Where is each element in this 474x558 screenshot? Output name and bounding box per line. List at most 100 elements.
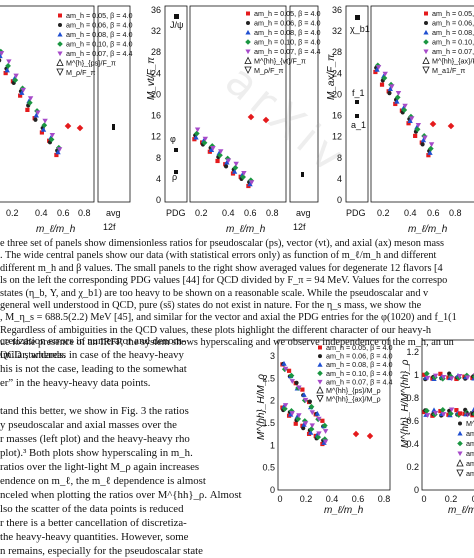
b1-xtick: 0.2 bbox=[300, 494, 313, 504]
caption-line: , M_η_s = 688.5(2.2) MeV [45], and simil… bbox=[0, 312, 474, 324]
legend-open-triangle-down bbox=[423, 67, 429, 73]
data-point bbox=[300, 388, 304, 392]
legend-entry: am_h = 0.07, β = 4.4 bbox=[66, 49, 132, 58]
b2-ylabel: M^{hh}_H/M^{hh}_ρ bbox=[400, 359, 411, 448]
p3-ytick: 36 bbox=[332, 5, 342, 15]
data-point bbox=[396, 91, 401, 96]
p3-xtick-2: 0.4 bbox=[404, 208, 417, 218]
pdg-rho-label: ρ bbox=[172, 172, 177, 182]
legend-open-triangle bbox=[57, 60, 63, 66]
p2-xtick-3: 0.6 bbox=[244, 208, 257, 218]
b1-ytick: 3 bbox=[270, 351, 275, 361]
data-point bbox=[430, 121, 437, 128]
data-point bbox=[424, 12, 428, 16]
data-point bbox=[323, 429, 328, 434]
legend-entry: am_h = 0.06, β = 4 bbox=[466, 439, 474, 448]
data-point bbox=[33, 118, 37, 122]
data-point bbox=[457, 452, 462, 457]
data-point bbox=[245, 30, 250, 35]
p2-side-top-label: 12f bbox=[293, 222, 306, 232]
p2-ytick: 16 bbox=[151, 111, 161, 121]
p2-ytick: 8 bbox=[156, 153, 161, 163]
caption-line: . The wide central panels show our data … bbox=[0, 250, 474, 262]
data-point bbox=[25, 108, 29, 112]
p1-xtick-3: 0.6 bbox=[57, 208, 70, 218]
data-point bbox=[367, 433, 373, 439]
data-point bbox=[458, 422, 462, 426]
p1-side-label: avg bbox=[106, 208, 121, 218]
caption-line: general well understood in QCD, pure (ss… bbox=[0, 300, 474, 312]
p2-ytick: 32 bbox=[151, 26, 161, 36]
data-point bbox=[57, 41, 63, 47]
data-point bbox=[308, 400, 312, 404]
b1-xtick: 0.4 bbox=[326, 494, 339, 504]
b2-ytick: 0 bbox=[414, 485, 419, 495]
pdg-marker bbox=[355, 100, 359, 104]
data-point bbox=[42, 119, 47, 124]
p2-xtick-2: 0.4 bbox=[222, 208, 235, 218]
p3-xtick-3: 0.6 bbox=[427, 208, 440, 218]
data-point bbox=[57, 32, 62, 37]
b1-xlabel: m_ℓ/m_h bbox=[324, 505, 364, 516]
legend-open-triangle-down bbox=[457, 470, 463, 476]
legend-entry: am_h = 0.10, β = 4.0 bbox=[254, 38, 320, 47]
p2-xlabel: m_ℓ/m_h bbox=[226, 224, 266, 235]
data-point bbox=[233, 162, 238, 167]
legend-entry: M^{h}_{ps}/F_π bbox=[66, 59, 116, 68]
p2-ytick: 12 bbox=[151, 132, 161, 142]
caption-line: e three set of panels show dimensionless… bbox=[0, 238, 474, 250]
b2-xtick: 0 bbox=[421, 494, 426, 504]
legend-entry: am_h = 0.06, β = 4.0 bbox=[254, 19, 320, 28]
p2-ylabel: M_vt/F_π bbox=[146, 57, 157, 100]
legend-entry: am_h = 0.05, β = 4.0 bbox=[254, 9, 320, 18]
legend-entry: am_h = 0.07, β = 4.4 bbox=[254, 47, 320, 56]
b2-xlabel: m_ℓ/m_h bbox=[448, 505, 474, 516]
body-line: cretization errors in numerator and deno… bbox=[0, 334, 252, 348]
p1-xtick-2: 0.4 bbox=[35, 208, 48, 218]
data-point bbox=[387, 91, 391, 95]
p3-xlabel: m_ℓ/m_h bbox=[408, 224, 448, 235]
legend-open-triangle bbox=[423, 58, 429, 64]
caption-line: states (η_b, Υ, and χ_b1) are too heavy … bbox=[0, 288, 474, 300]
legend-open-triangle-down bbox=[317, 396, 323, 402]
body-line: y pseudoscalar and axial masses over the bbox=[0, 418, 252, 432]
avg-marker-vt bbox=[301, 172, 304, 177]
pdg-marker bbox=[355, 114, 359, 118]
legend-entry: am_h = 0.08, β = 4.0 bbox=[66, 30, 132, 39]
body-line: ratios over the light-light M_ρ again in… bbox=[0, 460, 252, 474]
p3-ytick: 32 bbox=[332, 26, 342, 36]
data-point bbox=[224, 164, 228, 168]
data-point bbox=[317, 380, 322, 385]
legend-entry: am_h = 0.10, β = 4.0 bbox=[66, 40, 132, 49]
data-point bbox=[57, 52, 62, 57]
p1-xlabel: m_ℓ/m_h bbox=[36, 224, 76, 235]
legend-entry: M_ρ/F_π bbox=[66, 68, 95, 77]
caption-line: ls on the left the corresponding PDG val… bbox=[0, 275, 474, 287]
data-point bbox=[246, 12, 250, 16]
legend-entry: M^{hh}_{vt}/F_π bbox=[254, 57, 306, 66]
pdg-a1-label: a_1 bbox=[351, 120, 366, 130]
p2-ytick: 36 bbox=[151, 5, 161, 15]
p3-ytick: 0 bbox=[337, 195, 342, 205]
p2-side-label: avg bbox=[296, 208, 311, 218]
data-point bbox=[458, 412, 462, 416]
p2-ytick: 28 bbox=[151, 47, 161, 57]
data-point bbox=[287, 369, 291, 373]
b1-xtick: 0 bbox=[277, 494, 282, 504]
legend-entry: am_h = 0.07, β = 4 bbox=[466, 469, 474, 478]
data-point bbox=[0, 58, 1, 62]
data-point bbox=[294, 381, 298, 385]
b2-ytick: 0.2 bbox=[406, 462, 419, 472]
body-line: tand this better, we show in Fig. 3 the … bbox=[0, 404, 252, 418]
pdg-f1-label: f_1 bbox=[352, 88, 365, 98]
data-point bbox=[58, 23, 62, 27]
legend-entry: am_h = 0.10, β = 4.0 bbox=[432, 38, 474, 47]
data-point bbox=[457, 441, 463, 447]
p1-legend: am_h = 0.05, β = 4.0am_h = 0.06, β = 4.0… bbox=[57, 11, 132, 77]
b1-xtick: 0.8 bbox=[378, 494, 391, 504]
legend-entry: am_h = 0.06, β = 4.0 bbox=[432, 19, 474, 28]
pdg-marker bbox=[174, 148, 178, 152]
p3-ytick: 4 bbox=[337, 174, 342, 184]
